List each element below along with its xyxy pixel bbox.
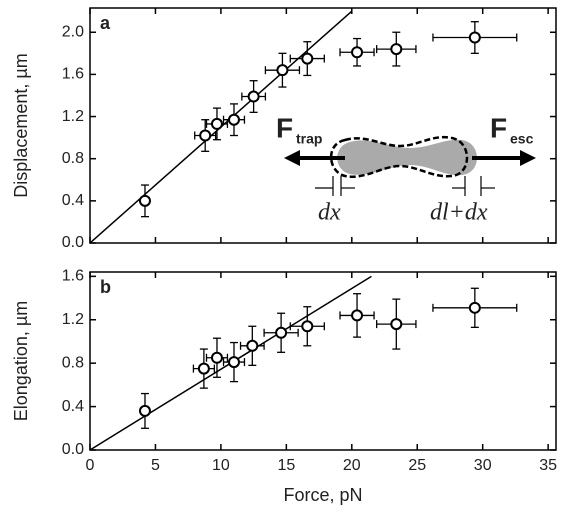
point	[227, 356, 240, 369]
y-tick-label: 2.0	[62, 23, 84, 40]
dimension-marks	[315, 176, 495, 196]
x-tick-label: 25	[408, 457, 426, 474]
point	[247, 90, 260, 103]
inset-diagram: F trap F esc dx dl+dx	[276, 112, 536, 226]
x-tick-label: 0	[86, 457, 95, 474]
x-tick-label: 20	[343, 457, 361, 474]
x-tick-label: 30	[474, 457, 492, 474]
cell-outline	[329, 135, 469, 178]
x-axis-label: Force, pN	[283, 485, 362, 505]
force-symbol: F	[490, 112, 507, 143]
point	[199, 129, 212, 142]
y-tick-label: 0.0	[62, 234, 84, 251]
point	[138, 194, 151, 207]
force-subscript: esc	[510, 131, 534, 147]
y-tick-label: 0.8	[62, 354, 84, 371]
point	[301, 320, 314, 333]
point	[468, 31, 481, 44]
panel: 0.0 0.4 0.8 1.2 1.6 0 5 10 15 20 25 30 35 b Elongation…	[11, 268, 557, 505]
y-tick-label: 0.4	[62, 192, 84, 209]
y-tick-label: 0.8	[62, 150, 84, 167]
plot-frame	[89, 271, 557, 451]
force-subscript: trap	[296, 131, 322, 147]
y-axis-label: Elongation, µm	[11, 301, 31, 421]
point	[468, 301, 481, 314]
panel: 0.0 0.4 0.8 1.2 1.6 2.0 a Displacement, µm	[11, 7, 557, 251]
arrowhead-right	[520, 150, 536, 166]
y-tick-label: 1.6	[62, 66, 84, 83]
gap-label: dl+dx	[430, 200, 488, 226]
force-symbol: F	[276, 112, 293, 143]
cell-shape	[337, 139, 477, 176]
y-tick-label: 1.2	[62, 311, 84, 328]
gap-label: dx	[318, 200, 341, 226]
plot-frame	[89, 7, 557, 244]
y-tick-label: 0.0	[62, 441, 84, 458]
y-tick-label: 0.4	[62, 398, 84, 415]
x-tick-label: 5	[151, 457, 160, 474]
point	[390, 43, 403, 56]
x-tick-label: 10	[212, 457, 230, 474]
point	[227, 113, 240, 126]
y-axis-label: Displacement, µm	[11, 53, 31, 197]
point	[275, 326, 288, 339]
point	[390, 318, 403, 331]
panel-label: b	[100, 277, 111, 297]
point	[276, 64, 289, 77]
arrowhead-left	[284, 150, 300, 166]
point	[210, 117, 223, 130]
point	[138, 404, 151, 417]
point	[197, 362, 210, 375]
y-tick-label: 1.6	[62, 268, 84, 285]
point	[351, 309, 364, 322]
y-tick-label: 1.2	[62, 108, 84, 125]
point	[351, 46, 364, 59]
panel-label: a	[100, 13, 111, 33]
x-tick-label: 35	[539, 457, 557, 474]
point	[246, 339, 259, 352]
point	[210, 351, 223, 364]
point	[301, 52, 314, 65]
x-tick-label: 15	[277, 457, 295, 474]
